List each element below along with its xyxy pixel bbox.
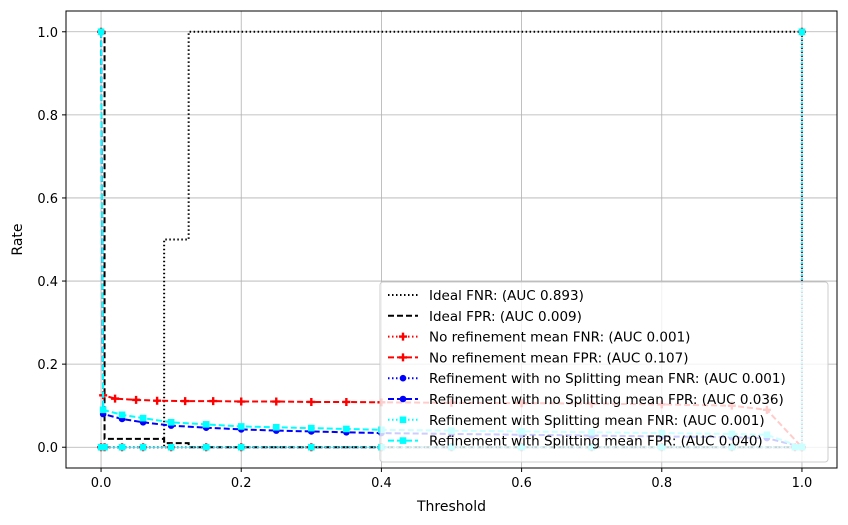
- axis-ticks: 0.0 0.2 0.4 0.6 0.8 1.0 0.0 0.2 0.4 0.6 0.8 1.0: [37, 26, 812, 491]
- legend-label: No refinement mean FNR: (AUC 0.001): [429, 330, 690, 346]
- legend-marker: [399, 395, 407, 403]
- data-point: [308, 424, 315, 432]
- data-point: [237, 423, 245, 430]
- data-point: [202, 443, 210, 451]
- data-point: [167, 443, 175, 451]
- legend-item: No refinement mean FPR: (AUC 0.107): [388, 350, 688, 366]
- x-tick-label: 0.4: [371, 476, 392, 491]
- x-tick-label: 0.0: [91, 476, 112, 491]
- legend-item: No refinement mean FNR: (AUC 0.001): [388, 330, 690, 346]
- legend-label: Ideal FPR: (AUC 0.009): [429, 309, 582, 325]
- data-point: [272, 423, 280, 431]
- series-line: [101, 30, 802, 449]
- data-point: [139, 443, 147, 451]
- legend-item: Refinement with Splitting mean FPR: (AUC…: [388, 434, 763, 450]
- series-line: [100, 31, 803, 449]
- legend-label: Refinement with no Splitting mean FNR: (…: [429, 371, 786, 387]
- legend-marker: [399, 374, 407, 382]
- legend-marker: [399, 353, 407, 362]
- y-tick-label: 0.8: [37, 109, 58, 124]
- data-point: [99, 406, 107, 414]
- data-point: [101, 443, 108, 451]
- y-tick-label: 0.4: [37, 275, 58, 290]
- legend-item: Refinement with no Splitting mean FNR: (…: [388, 371, 786, 387]
- legend-marker: [399, 332, 407, 341]
- data-point: [181, 397, 190, 406]
- x-tick-label: 1.0: [792, 476, 813, 491]
- data-point: [139, 414, 147, 422]
- x-tick-label: 0.6: [511, 476, 532, 491]
- legend-label: Ideal FNR: (AUC 0.893): [429, 288, 584, 304]
- data-point: [132, 395, 141, 404]
- legend-box: [379, 281, 829, 463]
- legend-label: Refinement with Splitting mean FNR: (AUC…: [429, 413, 765, 429]
- data-point: [308, 443, 315, 451]
- data-point: [343, 425, 350, 433]
- legend-item: Refinement with no Splitting mean FPR: (…: [388, 392, 784, 408]
- legend-label: No refinement mean FPR: (AUC 0.107): [429, 350, 688, 366]
- data-point: [237, 443, 245, 451]
- legend-item: Refinement with Splitting mean FNR: (AUC…: [388, 413, 765, 429]
- series-2: [101, 30, 802, 449]
- data-point: [167, 419, 175, 426]
- legend: Ideal FNR: (AUC 0.893) Ideal FPR: (AUC 0.…: [379, 281, 829, 463]
- y-axis-label: Rate: [10, 223, 26, 255]
- data-point: [272, 397, 281, 406]
- legend-label: Refinement with Splitting mean FPR: (AUC…: [429, 434, 763, 450]
- data-point: [118, 443, 126, 451]
- legend-label: Refinement with no Splitting mean FPR: (…: [429, 392, 784, 408]
- data-point: [798, 28, 806, 36]
- data-point: [307, 397, 316, 406]
- y-tick-label: 0.0: [37, 441, 58, 456]
- x-tick-label: 0.2: [231, 476, 252, 491]
- x-axis-label: Threshold: [416, 499, 486, 515]
- data-point: [118, 411, 126, 419]
- data-point: [111, 394, 120, 403]
- y-tick-label: 1.0: [37, 26, 58, 41]
- y-tick-label: 0.6: [37, 192, 58, 207]
- legend-item: Ideal FPR: (AUC 0.009): [388, 309, 582, 325]
- data-point: [209, 397, 218, 406]
- legend-marker: [399, 437, 407, 444]
- legend-item: Ideal FNR: (AUC 0.893): [388, 288, 584, 304]
- x-tick-label: 0.8: [651, 476, 672, 491]
- data-point: [97, 443, 105, 451]
- data-point: [202, 421, 210, 428]
- data-point: [237, 397, 246, 406]
- data-point: [153, 396, 162, 405]
- data-point: [97, 28, 105, 36]
- plot-frame: [65, 10, 838, 469]
- legend-marker: [399, 416, 407, 424]
- y-tick-label: 0.2: [37, 358, 58, 373]
- data-point: [342, 397, 351, 406]
